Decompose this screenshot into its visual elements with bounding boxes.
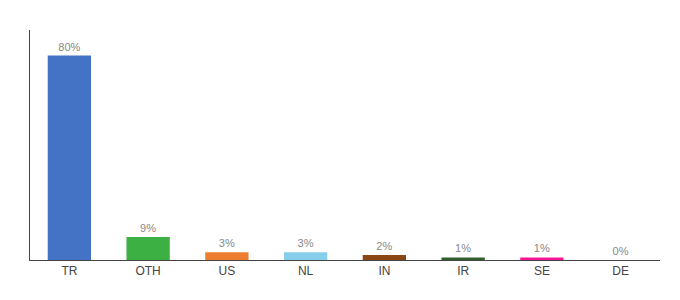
svg-text:TR: TR: [61, 264, 77, 278]
svg-text:DE: DE: [612, 264, 629, 278]
svg-text:9%: 9%: [140, 222, 156, 234]
svg-text:1%: 1%: [455, 242, 471, 254]
svg-text:2%: 2%: [376, 240, 392, 252]
svg-text:80%: 80%: [58, 41, 80, 53]
svg-text:NL: NL: [298, 264, 314, 278]
svg-text:3%: 3%: [298, 237, 314, 249]
svg-text:1%: 1%: [534, 242, 550, 254]
svg-text:IN: IN: [378, 264, 390, 278]
svg-text:OTH: OTH: [135, 264, 160, 278]
svg-text:IR: IR: [457, 264, 469, 278]
svg-text:US: US: [219, 264, 236, 278]
svg-text:3%: 3%: [219, 237, 235, 249]
svg-text:0%: 0%: [613, 245, 629, 257]
svg-text:SE: SE: [534, 264, 550, 278]
